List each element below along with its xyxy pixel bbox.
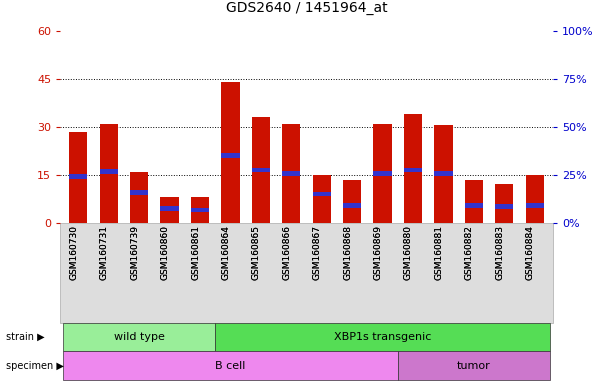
- Text: GSM160731: GSM160731: [100, 225, 109, 280]
- Bar: [130, 190, 148, 195]
- Text: GSM160860: GSM160860: [160, 225, 169, 280]
- Text: tumor: tumor: [457, 361, 490, 371]
- Bar: [221, 153, 240, 158]
- Bar: [100, 124, 118, 223]
- Text: GSM160860: GSM160860: [160, 225, 169, 280]
- Text: GSM160739: GSM160739: [130, 225, 139, 280]
- Text: GSM160861: GSM160861: [191, 225, 200, 280]
- Text: GSM160861: GSM160861: [191, 225, 200, 280]
- Text: GSM160869: GSM160869: [374, 225, 383, 280]
- Text: GSM160866: GSM160866: [282, 225, 291, 280]
- Text: GSM160864: GSM160864: [221, 225, 230, 280]
- Text: GSM160884: GSM160884: [526, 225, 535, 280]
- Text: GSM160864: GSM160864: [221, 225, 230, 280]
- Bar: [282, 171, 300, 175]
- Bar: [343, 203, 361, 207]
- Bar: [282, 124, 300, 223]
- Text: GSM160867: GSM160867: [313, 225, 322, 280]
- Bar: [191, 197, 209, 223]
- Text: GSM160882: GSM160882: [465, 225, 474, 280]
- Text: GSM160867: GSM160867: [313, 225, 322, 280]
- Text: GSM160881: GSM160881: [435, 225, 444, 280]
- Text: GSM160884: GSM160884: [526, 225, 535, 280]
- Text: B cell: B cell: [215, 361, 246, 371]
- Bar: [252, 167, 270, 172]
- Bar: [69, 132, 88, 223]
- Bar: [69, 174, 88, 179]
- Text: GSM160730: GSM160730: [69, 225, 78, 280]
- Bar: [252, 117, 270, 223]
- Bar: [313, 192, 331, 196]
- Text: GSM160866: GSM160866: [282, 225, 291, 280]
- Text: GSM160883: GSM160883: [495, 225, 504, 280]
- Text: strain ▶: strain ▶: [6, 332, 44, 342]
- Bar: [100, 169, 118, 174]
- Text: GSM160739: GSM160739: [130, 225, 139, 280]
- Bar: [465, 203, 483, 207]
- Bar: [160, 206, 178, 211]
- Bar: [404, 114, 422, 223]
- Bar: [435, 171, 453, 175]
- Bar: [160, 197, 178, 223]
- Bar: [404, 167, 422, 172]
- Text: GSM160730: GSM160730: [69, 225, 78, 280]
- Bar: [525, 203, 544, 207]
- Text: GSM160881: GSM160881: [435, 225, 444, 280]
- Bar: [495, 184, 513, 223]
- Bar: [373, 124, 392, 223]
- Bar: [525, 175, 544, 223]
- Bar: [435, 125, 453, 223]
- Text: GSM160865: GSM160865: [252, 225, 261, 280]
- Text: GSM160869: GSM160869: [374, 225, 383, 280]
- Text: GSM160865: GSM160865: [252, 225, 261, 280]
- Bar: [343, 180, 361, 223]
- Bar: [313, 175, 331, 223]
- Text: GDS2640 / 1451964_at: GDS2640 / 1451964_at: [226, 2, 387, 15]
- Text: XBP1s transgenic: XBP1s transgenic: [334, 332, 432, 342]
- Text: GSM160882: GSM160882: [465, 225, 474, 280]
- Bar: [221, 82, 240, 223]
- Text: GSM160868: GSM160868: [343, 225, 352, 280]
- Bar: [465, 180, 483, 223]
- Bar: [191, 207, 209, 212]
- Text: GSM160883: GSM160883: [495, 225, 504, 280]
- Text: GSM160880: GSM160880: [404, 225, 413, 280]
- Text: GSM160731: GSM160731: [100, 225, 109, 280]
- Bar: [373, 171, 392, 175]
- Text: GSM160868: GSM160868: [343, 225, 352, 280]
- Bar: [495, 204, 513, 209]
- Text: specimen ▶: specimen ▶: [6, 361, 64, 371]
- Bar: [130, 172, 148, 223]
- Text: wild type: wild type: [114, 332, 165, 342]
- Text: GSM160880: GSM160880: [404, 225, 413, 280]
